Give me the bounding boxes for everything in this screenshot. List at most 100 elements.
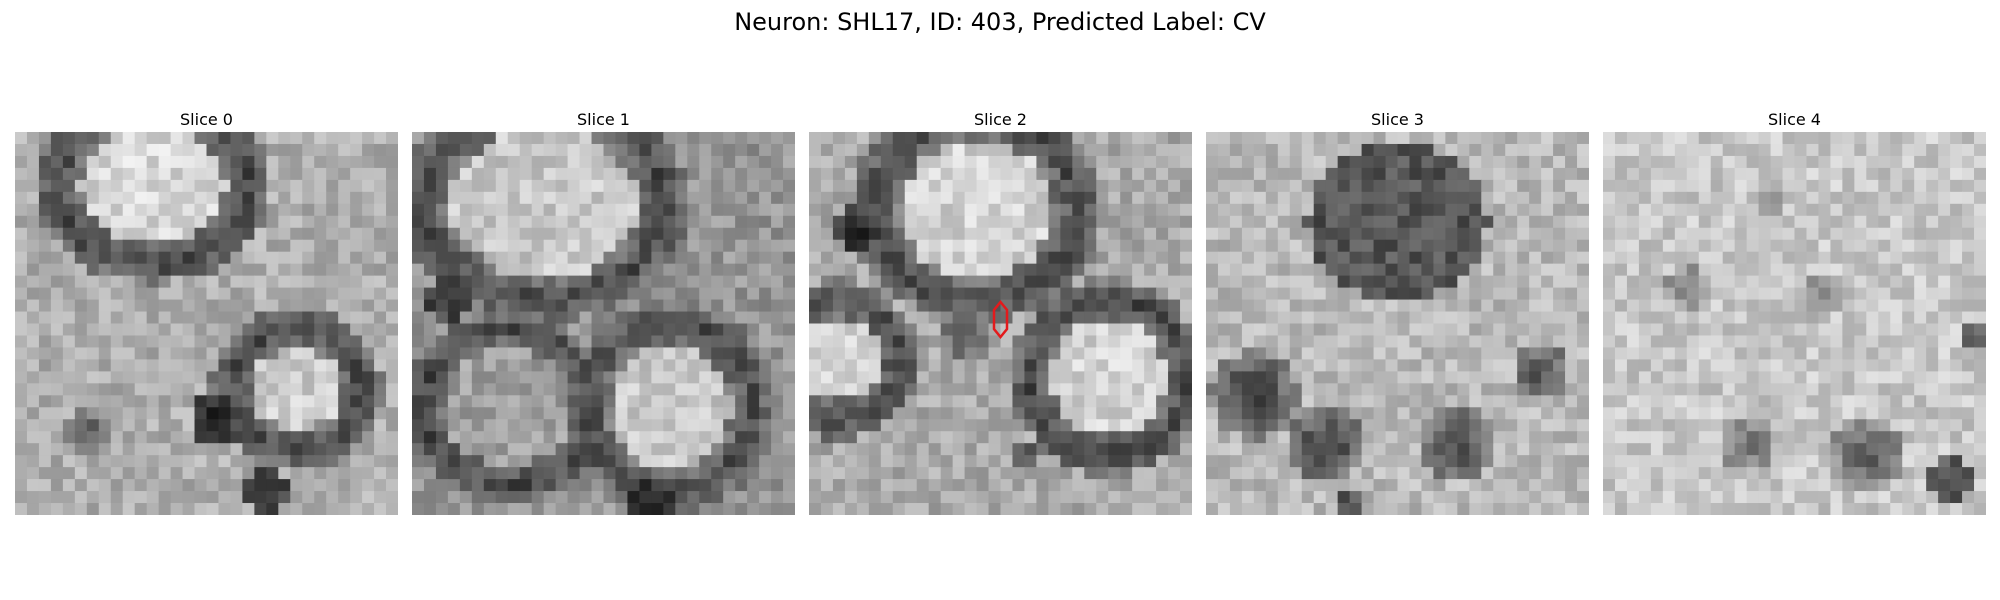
slice-pixel xyxy=(1144,491,1157,504)
slice-pixel xyxy=(483,191,497,205)
slice-pixel xyxy=(266,455,279,468)
slice-pixel xyxy=(531,347,545,361)
slice-pixel xyxy=(158,383,172,396)
slice-pixel xyxy=(1698,143,1712,157)
slice-pixel xyxy=(1770,275,1784,289)
slice-pixel xyxy=(278,419,291,432)
slice-pixel xyxy=(1337,455,1351,468)
slice-pixel xyxy=(1060,347,1073,361)
slice-pixel xyxy=(579,503,593,515)
slice-pixel xyxy=(1962,395,1975,408)
slice-pixel xyxy=(1517,479,1530,492)
slice-pixel xyxy=(880,203,894,217)
slice-pixel xyxy=(1397,467,1411,480)
slice-pixel xyxy=(290,467,303,480)
slice-pixel xyxy=(1603,455,1616,468)
slice-pixel xyxy=(134,275,148,289)
slice-pixel xyxy=(1096,287,1109,301)
slice-pixel xyxy=(110,503,124,515)
slice-pixel xyxy=(386,155,398,169)
slice-pixel xyxy=(1168,407,1181,420)
slice-pixel xyxy=(1890,275,1903,289)
slice-pixel xyxy=(1902,371,1915,384)
slice-pixel xyxy=(423,155,437,169)
slice-pixel xyxy=(832,239,846,253)
slice-pixel xyxy=(1938,335,1951,349)
slice-pixel xyxy=(495,395,509,408)
slice-pixel xyxy=(711,347,724,361)
slice-pixel xyxy=(134,443,148,456)
slice-panel-0: Slice 0 xyxy=(15,110,398,515)
slice-pixel xyxy=(38,263,52,277)
slice-pixel xyxy=(1337,359,1351,372)
slice-pixel xyxy=(1120,419,1133,432)
slice-pixel xyxy=(483,371,497,384)
slice-pixel xyxy=(1084,191,1097,205)
slice-pixel xyxy=(1301,455,1315,468)
slice-pixel xyxy=(74,251,88,265)
slice-pixel xyxy=(266,239,279,253)
slice-pixel xyxy=(326,299,339,313)
slice-pixel xyxy=(122,311,136,325)
slice-pixel xyxy=(639,215,652,229)
slice-pixel xyxy=(663,311,676,325)
slice-pixel xyxy=(62,263,76,277)
slice-pixel xyxy=(615,431,629,444)
slice-pixel xyxy=(483,239,497,253)
slice-pixel xyxy=(50,143,64,157)
slice-pixel xyxy=(1289,132,1303,145)
slice-pixel xyxy=(435,251,449,265)
slice-pixel xyxy=(1361,323,1375,337)
slice-pixel xyxy=(146,239,160,253)
slice-pixel xyxy=(158,467,172,480)
slice-pixel xyxy=(62,347,76,361)
slice-pixel xyxy=(1505,359,1518,372)
slice-pixel xyxy=(1818,227,1832,241)
slice-pixel xyxy=(892,359,906,372)
slice-pixel xyxy=(483,132,497,145)
slice-pixel xyxy=(1674,299,1688,313)
slice-pixel xyxy=(1301,155,1315,169)
slice-pixel xyxy=(723,431,736,444)
slice-pixel xyxy=(290,191,303,205)
slice-pixel xyxy=(74,167,88,181)
slice-pixel xyxy=(747,239,760,253)
slice-pixel xyxy=(1818,407,1832,420)
slice-pixel xyxy=(1361,311,1375,325)
slice-pixel xyxy=(158,132,172,145)
slice-pixel xyxy=(350,275,363,289)
slice-pixel xyxy=(1313,407,1327,420)
slice-pixel xyxy=(1289,251,1303,265)
slice-pixel xyxy=(1012,359,1026,372)
slice-pixel xyxy=(651,443,664,456)
slice-pixel xyxy=(1469,419,1482,432)
slice-pixel xyxy=(639,443,652,456)
slice-pixel xyxy=(1012,347,1026,361)
slice-pixel xyxy=(1024,287,1038,301)
slice-pixel xyxy=(1373,299,1387,313)
slice-pixel xyxy=(1650,395,1664,408)
slice-pixel xyxy=(916,335,930,349)
slice-pixel xyxy=(194,323,208,337)
slice-pixel xyxy=(1686,179,1700,193)
slice-pixel xyxy=(952,179,966,193)
slice-pixel xyxy=(1758,419,1772,432)
slice-pixel xyxy=(338,347,351,361)
slice-pixel xyxy=(1565,503,1578,515)
slice-pixel xyxy=(1409,335,1423,349)
slice-pixel xyxy=(1794,143,1808,157)
slice-pixel xyxy=(675,335,688,349)
slice-pixel xyxy=(495,215,509,229)
slice-pixel xyxy=(266,263,279,277)
slice-pixel xyxy=(651,132,664,145)
slice-pixel xyxy=(651,335,664,349)
slice-pixel xyxy=(1517,287,1530,301)
slice-pixel xyxy=(1866,311,1879,325)
slice-pixel xyxy=(856,191,870,205)
slice-pixel xyxy=(1734,239,1748,253)
slice-pixel xyxy=(579,227,593,241)
slice-pixel xyxy=(338,203,351,217)
slice-pixel xyxy=(15,311,28,325)
slice-pixel xyxy=(1794,335,1808,349)
slice-pixel xyxy=(1217,311,1231,325)
